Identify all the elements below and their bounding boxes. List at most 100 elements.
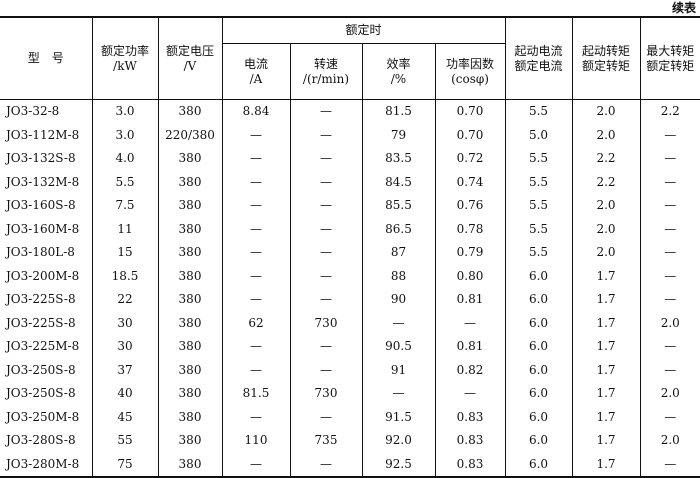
table-cell: 55 (91, 429, 158, 453)
column-header: 起动电流 额定电流 (504, 17, 573, 100)
table-cell: 3.0 (91, 99, 158, 124)
table-cell: 75 (91, 452, 158, 477)
table-cell: 88 (361, 264, 435, 288)
table-cell: 0.83 (434, 405, 506, 429)
continued-label: 续表 (671, 1, 696, 15)
table-row: JO3-250S-8 37 380— —91 0.82 6.0 1.7— (0, 358, 700, 382)
table-row: JO3-250S-8 40 380 81.5 730— —6.0 1.7 2.0 (0, 382, 700, 406)
table-cell: 380 (157, 217, 222, 241)
table-cell: — (289, 147, 362, 171)
table-cell: 220/380 (157, 123, 222, 147)
table-cell: 1.7 (571, 335, 641, 359)
table-cell: — (639, 241, 700, 265)
table-cell: 6.0 (504, 405, 573, 429)
table-cell: 0.79 (434, 241, 506, 265)
table-cell: 380 (157, 147, 222, 171)
column-header: 最大转矩 额定转矩 (639, 17, 700, 100)
table-cell: — (639, 452, 700, 477)
table-cell: 380 (157, 405, 222, 429)
table-cell: 5.5 (504, 194, 573, 218)
table-cell: 5.5 (504, 241, 573, 265)
table-cell: 2.0 (571, 194, 641, 218)
table-cell: 6.0 (504, 452, 573, 477)
table-cell: — (221, 405, 290, 429)
table-header: 型 号额定功率 /kW 额定电压 /V 额定时 起动电流 额定电流 起动转矩 额定转矩最… (0, 17, 700, 100)
table-cell: 0.72 (434, 147, 506, 171)
table-cell: 2.0 (639, 382, 700, 406)
table-cell: 6.0 (504, 358, 573, 382)
table-cell: JO3-32-8 (6, 104, 60, 119)
table-cell: 2.0 (571, 241, 641, 265)
table-cell: — (361, 311, 435, 335)
table-cell: — (289, 170, 362, 194)
table-cell: JO3-160S-8 (6, 198, 76, 213)
table-cell: 1.7 (571, 264, 641, 288)
table-cell: 380 (157, 311, 222, 335)
table-cell: 86.5 (361, 217, 435, 241)
table-row: JO3-280M-8 75 380— —92.5 0.83 6.0 1.7— (0, 452, 700, 477)
table-row: JO3-225M-8 30 380— —90.5 0.81 6.0 1.7— (0, 335, 700, 359)
table-cell: 735 (289, 429, 362, 453)
table-cell: 1.7 (571, 358, 641, 382)
table-cell: 2.0 (571, 123, 641, 147)
table-cell: — (289, 194, 362, 218)
table-cell: 18.5 (91, 264, 158, 288)
table-cell: JO3-225S-8 (6, 315, 76, 330)
table-cell: 380 (157, 382, 222, 406)
column-header: 功率因数 (cosφ) (434, 43, 506, 100)
data-table: 型 号额定功率 /kW 额定电压 /V 额定时 起动电流 额定电流 起动转矩 额定转矩最… (0, 16, 700, 478)
table-cell: 90 (361, 288, 435, 312)
table-cell: 30 (91, 311, 158, 335)
column-header: 额定电压 /V (157, 17, 222, 100)
table-cell: 40 (91, 382, 158, 406)
table-cell: 1.7 (571, 452, 641, 477)
table-cell: — (289, 335, 362, 359)
table-row: JO3-200M-8 18.5 380— —88 0.80 6.0 1.7— (0, 264, 700, 288)
column-header: 额定功率 /kW (91, 17, 158, 100)
table-cell: 85.5 (361, 194, 435, 218)
table-cell: JO3-132M-8 (6, 174, 80, 189)
column-header: 起动转矩 额定转矩 (571, 17, 641, 100)
table-cell: 11 (91, 217, 158, 241)
table-cell: JO3-225S-8 (6, 292, 76, 307)
table-cell: 45 (91, 405, 158, 429)
table-row: JO3-132M-8 5.5 380— —84.5 0.74 5.5 2.2— (0, 170, 700, 194)
table-cell: 1.7 (571, 311, 641, 335)
table-cell: 2.0 (639, 311, 700, 335)
table-row: JO3-280S-8 55 380 110 735 92.0 0.83 6.0 1.7 2.0 (0, 429, 700, 453)
table-cell: — (221, 264, 290, 288)
table-cell: — (221, 170, 290, 194)
table-cell: JO3-225M-8 (6, 339, 80, 354)
column-header: 电流 /A (221, 43, 290, 100)
table-cell: — (221, 335, 290, 359)
table-cell: 6.0 (504, 311, 573, 335)
table-row: JO3-112M-8 3.0 220/380— —79 0.70 5.0 2.0— (0, 123, 700, 147)
table-cell: 0.70 (434, 123, 506, 147)
table-cell: — (221, 123, 290, 147)
table-cell: 91.5 (361, 405, 435, 429)
table-cell: 6.0 (504, 288, 573, 312)
table-cell: — (639, 147, 700, 171)
table-cell: 6.0 (504, 335, 573, 359)
table-cell: 92.5 (361, 452, 435, 477)
table-cell: — (221, 217, 290, 241)
table-cell: JO3-160M-8 (6, 221, 80, 236)
table-cell: — (289, 358, 362, 382)
table-cell: 90.5 (361, 335, 435, 359)
table-cell: 380 (157, 194, 222, 218)
table-cell: 0.83 (434, 429, 506, 453)
table-cell: 83.5 (361, 147, 435, 171)
table-cell: — (639, 335, 700, 359)
table-cell: 380 (157, 335, 222, 359)
table-cell: JO3-200M-8 (6, 268, 80, 283)
table-cell: — (289, 264, 362, 288)
table-cell: 7.5 (91, 194, 158, 218)
table-cell: 81.5 (361, 99, 435, 124)
table-cell: — (639, 264, 700, 288)
table-cell: 6.0 (504, 264, 573, 288)
table-cell: 87 (361, 241, 435, 265)
table-cell: JO3-250S-8 (6, 386, 76, 401)
table-row: JO3-180L-8 15 380— —87 0.79 5.5 2.0— (0, 241, 700, 265)
table-cell: — (289, 241, 362, 265)
table-cell: 91 (361, 358, 435, 382)
